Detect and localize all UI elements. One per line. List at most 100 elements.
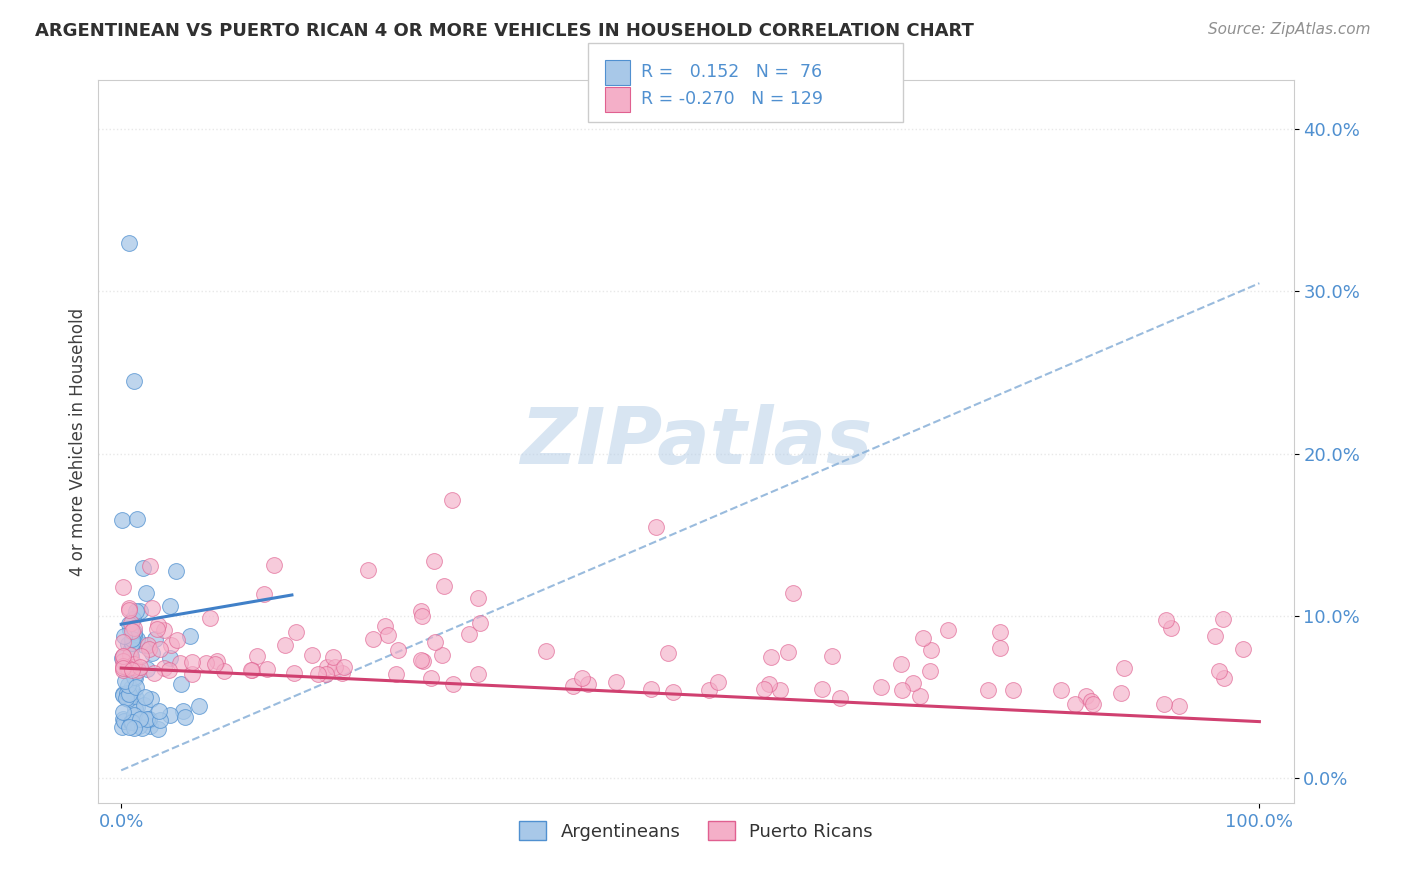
- Point: [1212, 612, 1234, 626]
- Point: [936, 623, 959, 637]
- Point: [1002, 683, 1025, 698]
- Point: [141, 646, 163, 660]
- Point: [409, 652, 432, 666]
- Point: [120, 714, 142, 729]
- Point: [440, 493, 463, 508]
- Point: [1160, 621, 1182, 635]
- Point: [121, 612, 143, 626]
- Point: [385, 667, 408, 681]
- Point: [181, 655, 204, 669]
- Point: [157, 663, 180, 677]
- Point: [534, 644, 557, 658]
- Point: [138, 719, 160, 733]
- Point: [120, 623, 142, 637]
- Point: [645, 520, 668, 534]
- Point: [890, 683, 912, 698]
- Point: [169, 677, 191, 691]
- Point: [561, 679, 583, 693]
- Point: [419, 671, 441, 685]
- Point: [274, 638, 297, 652]
- Point: [146, 618, 169, 632]
- Point: [115, 659, 138, 673]
- Point: [114, 674, 136, 689]
- Point: [911, 631, 934, 645]
- Point: [283, 665, 305, 680]
- Point: [141, 691, 163, 706]
- Point: [1232, 641, 1254, 656]
- Point: [142, 665, 165, 680]
- Point: [181, 666, 204, 681]
- Point: [387, 643, 409, 657]
- Point: [263, 558, 285, 572]
- Point: [112, 705, 135, 719]
- Point: [121, 624, 143, 638]
- Point: [111, 513, 134, 527]
- Point: [1213, 671, 1236, 685]
- Point: [373, 618, 395, 632]
- Point: [204, 657, 226, 671]
- Point: [159, 638, 181, 652]
- Point: [433, 579, 456, 593]
- Point: [136, 714, 159, 729]
- Point: [149, 642, 172, 657]
- Point: [188, 698, 211, 713]
- Point: [118, 687, 141, 701]
- Point: [640, 681, 662, 696]
- Point: [124, 702, 146, 716]
- Point: [111, 713, 134, 727]
- Point: [697, 683, 720, 698]
- Point: [759, 649, 782, 664]
- Point: [467, 591, 489, 606]
- Point: [1050, 683, 1073, 698]
- Point: [657, 646, 679, 660]
- Point: [124, 621, 146, 635]
- Point: [988, 624, 1011, 639]
- Point: [920, 642, 942, 657]
- Point: [159, 651, 181, 665]
- Point: [821, 649, 844, 664]
- Text: R = -0.270   N = 129: R = -0.270 N = 129: [641, 90, 823, 108]
- Point: [131, 721, 153, 735]
- Point: [470, 615, 492, 630]
- Point: [605, 675, 627, 690]
- Point: [423, 634, 446, 648]
- Point: [322, 650, 344, 665]
- Point: [112, 714, 135, 728]
- Point: [1153, 698, 1175, 712]
- Point: [333, 660, 356, 674]
- Point: [118, 648, 141, 663]
- Point: [112, 655, 135, 669]
- Point: [571, 671, 593, 685]
- Point: [1081, 697, 1104, 711]
- Point: [134, 638, 156, 652]
- Point: [124, 624, 146, 639]
- Point: [159, 708, 181, 723]
- Point: [148, 704, 170, 718]
- Point: [122, 669, 145, 683]
- Point: [377, 628, 399, 642]
- Point: [152, 624, 174, 638]
- Point: [179, 629, 201, 643]
- Point: [918, 664, 941, 678]
- Legend: Argentineans, Puerto Ricans: Argentineans, Puerto Ricans: [512, 814, 880, 848]
- Point: [112, 580, 135, 594]
- Point: [122, 685, 145, 699]
- Point: [246, 648, 269, 663]
- Point: [782, 586, 804, 600]
- Point: [662, 685, 685, 699]
- Point: [706, 674, 728, 689]
- Point: [127, 663, 149, 677]
- Point: [165, 564, 187, 578]
- Point: [134, 690, 156, 704]
- Point: [307, 667, 329, 681]
- Point: [128, 719, 150, 733]
- Text: ARGENTINEAN VS PUERTO RICAN 4 OR MORE VEHICLES IN HOUSEHOLD CORRELATION CHART: ARGENTINEAN VS PUERTO RICAN 4 OR MORE VE…: [35, 22, 974, 40]
- Point: [890, 657, 912, 671]
- Point: [112, 649, 135, 664]
- Point: [198, 611, 221, 625]
- Point: [758, 677, 780, 691]
- Text: Source: ZipAtlas.com: Source: ZipAtlas.com: [1208, 22, 1371, 37]
- Point: [127, 632, 149, 647]
- Point: [120, 641, 142, 656]
- Point: [1208, 664, 1230, 678]
